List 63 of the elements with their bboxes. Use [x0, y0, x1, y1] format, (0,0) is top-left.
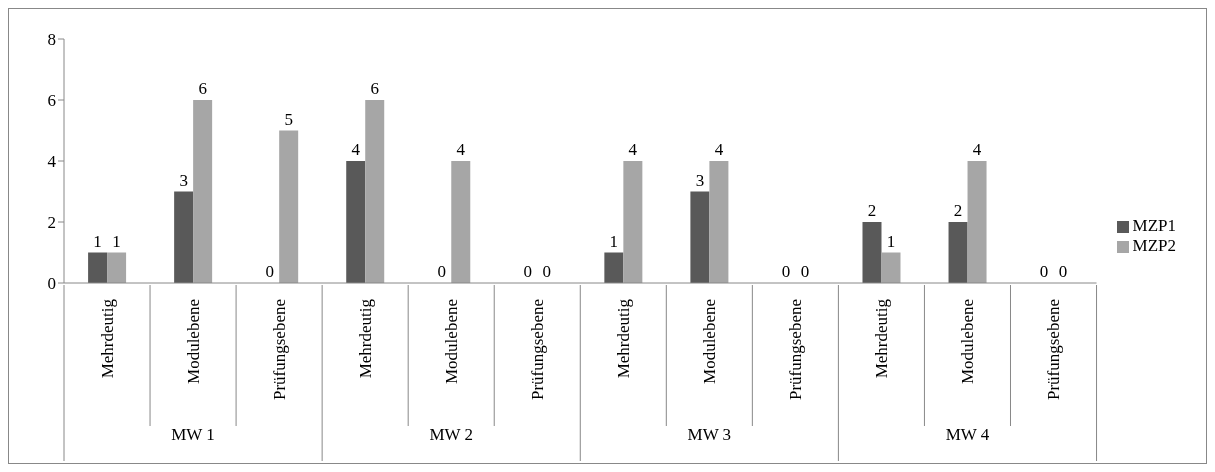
bar — [623, 161, 643, 283]
bar — [967, 161, 987, 283]
data-label: 4 — [628, 140, 638, 159]
data-label: 1 — [886, 231, 896, 251]
bar — [948, 222, 968, 283]
bar — [709, 161, 729, 283]
x-tick-label: Prüfungsebene — [269, 299, 289, 401]
x-tick-label: Prüfungsebene — [785, 299, 805, 401]
data-label: 0 — [265, 262, 274, 281]
legend-label: MZP2 — [1132, 236, 1176, 255]
data-label: 0 — [781, 262, 791, 281]
bar — [174, 191, 194, 283]
data-label: 5 — [284, 109, 293, 129]
bar — [881, 252, 901, 283]
x-tick-label: Modulebene — [441, 299, 461, 384]
x-tick-label: Mehrdeutig — [613, 298, 633, 379]
x-tick-label: Mehrdeutig — [871, 298, 891, 379]
data-label: 0 — [523, 262, 533, 281]
x-tick-label: Mehrdeutig — [97, 298, 117, 379]
x-tick-label: Mehrdeutig — [355, 298, 375, 379]
data-label: 6 — [198, 79, 207, 98]
y-tick-label: 6 — [47, 91, 56, 111]
data-label: 1 — [93, 231, 102, 251]
data-label: 0 — [1039, 262, 1049, 281]
text: MW 3 — [687, 425, 732, 444]
y-tick-label: 8 — [47, 30, 56, 50]
y-tick-label: 4 — [47, 152, 57, 172]
data-label: 1 — [609, 231, 619, 251]
data-label: 4 — [456, 140, 466, 159]
data-label: 3 — [695, 170, 705, 190]
data-label: 0 — [800, 262, 810, 281]
legend-label: MZP1 — [1132, 216, 1176, 235]
text: MW 2 — [429, 425, 473, 444]
bar — [107, 252, 127, 283]
data-label: 2 — [867, 201, 877, 220]
data-label: 0 — [437, 262, 447, 281]
bar — [88, 252, 108, 283]
bar — [451, 161, 471, 283]
y-tick-label: 2 — [47, 213, 56, 233]
text: MW 1 — [171, 425, 215, 444]
data-label: 6 — [370, 79, 379, 98]
data-label: 0 — [542, 262, 552, 281]
x-tick-label: Modulebene — [957, 299, 977, 384]
bar — [604, 252, 624, 283]
data-label: 2 — [953, 201, 963, 220]
bar — [279, 130, 299, 283]
x-tick-label: Prüfungsebene — [527, 299, 547, 401]
data-label: 3 — [179, 170, 188, 190]
data-label: 4 — [972, 140, 982, 159]
bar — [690, 191, 710, 283]
x-tick-label: Prüfungsebene — [1044, 299, 1064, 401]
bar — [193, 100, 213, 283]
x-tick-label: Modulebene — [699, 299, 719, 384]
y-tick-label: 0 — [47, 274, 56, 294]
bar — [365, 100, 385, 283]
bar — [346, 161, 366, 283]
text: MW 4 — [945, 425, 990, 444]
data-label: 1 — [112, 231, 121, 251]
data-label: 0 — [1058, 262, 1068, 281]
data-label: 4 — [351, 140, 361, 159]
data-label: 4 — [714, 140, 724, 159]
bar — [862, 222, 882, 283]
x-tick-label: Modulebene — [183, 299, 203, 384]
